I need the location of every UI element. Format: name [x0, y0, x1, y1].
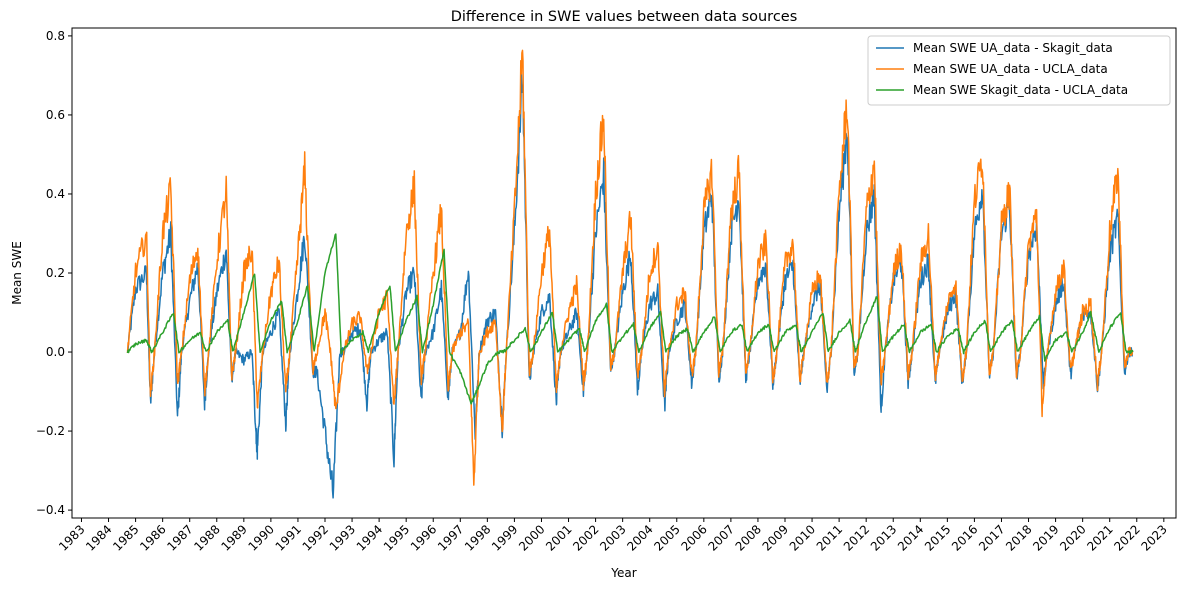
chart-title: Difference in SWE values between data so…	[451, 9, 798, 25]
y-tick-label: 0.2	[46, 266, 65, 280]
legend-label-3: Mean SWE Skagit_data - UCLA_data	[913, 83, 1128, 97]
legend: Mean SWE UA_data - Skagit_data Mean SWE U…	[867, 35, 1171, 106]
y-axis-title: Mean SWE	[10, 241, 24, 305]
series-line-2	[126, 49, 1134, 486]
x-axis-title: Year	[610, 566, 636, 580]
legend-box	[867, 35, 1171, 106]
series-line-3	[126, 233, 1134, 405]
y-axis: −0.4 −0.2 0.0 0.2 0.4 0.6 0.8	[36, 29, 72, 517]
y-tick-label: 0.8	[46, 29, 65, 43]
y-tick-label: −0.2	[36, 424, 65, 438]
y-tick-label: 0.0	[46, 345, 65, 359]
y-tick-label: 0.6	[46, 108, 65, 122]
y-tick-label: −0.4	[36, 503, 65, 517]
y-tick-label: 0.4	[46, 187, 65, 201]
series-layer	[126, 49, 1134, 499]
legend-label-1: Mean SWE UA_data - Skagit_data	[913, 41, 1113, 55]
legend-label-2: Mean SWE UA_data - UCLA_data	[913, 62, 1108, 76]
